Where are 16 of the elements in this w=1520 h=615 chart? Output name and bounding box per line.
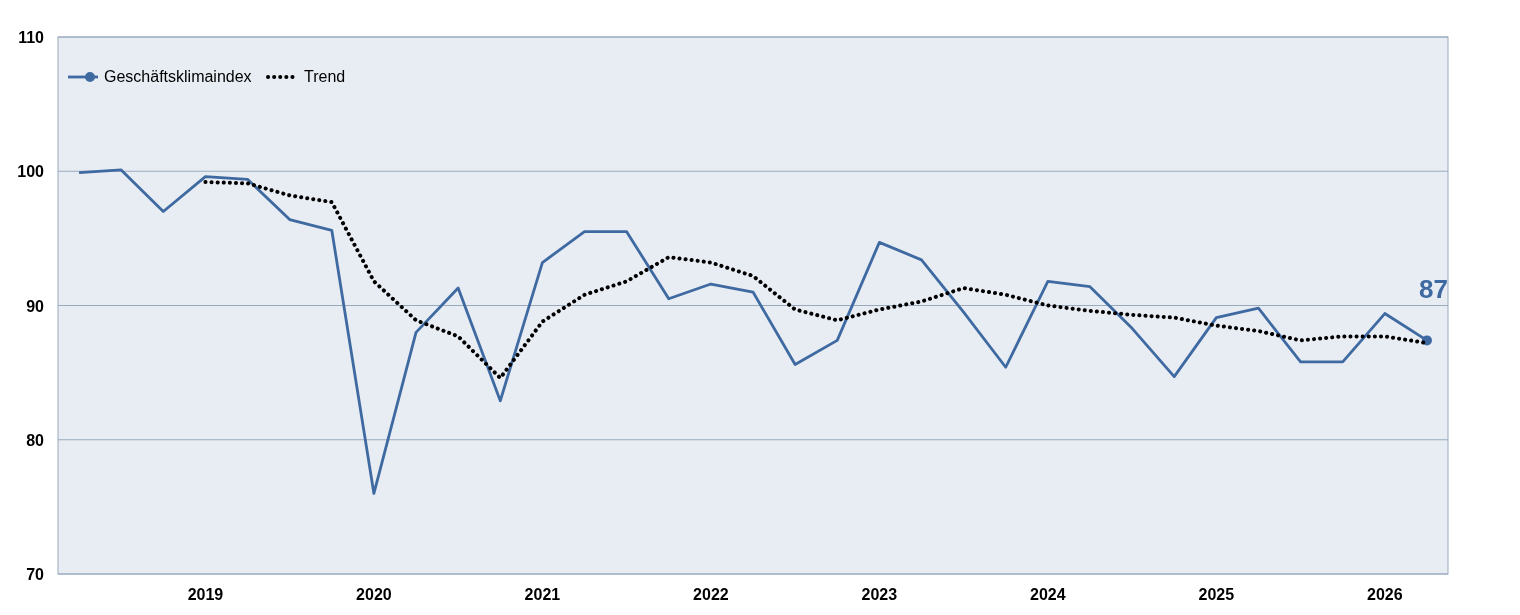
legend-label: Trend bbox=[304, 68, 346, 85]
y-tick-label: 100 bbox=[17, 163, 45, 181]
y-tick-label: 70 bbox=[26, 566, 45, 583]
legend-label: Geschäftsklimaindex bbox=[104, 68, 252, 85]
y-tick-label: 90 bbox=[26, 297, 45, 315]
x-tick-label: 2026 bbox=[1367, 586, 1403, 603]
y-tick-label: 110 bbox=[18, 29, 45, 46]
y-tick-label: 80 bbox=[26, 431, 45, 449]
x-tick-label: 2020 bbox=[356, 586, 392, 603]
x-tick-label: 2019 bbox=[187, 586, 224, 603]
x-tick-label: 2023 bbox=[861, 586, 898, 603]
data-label: 87 bbox=[1418, 274, 1448, 305]
x-tick-label: 2021 bbox=[524, 586, 561, 603]
x-tick-label: 2024 bbox=[1030, 586, 1066, 603]
x-tick-label: 2025 bbox=[1198, 586, 1235, 603]
x-tick-label: 2022 bbox=[693, 586, 729, 603]
